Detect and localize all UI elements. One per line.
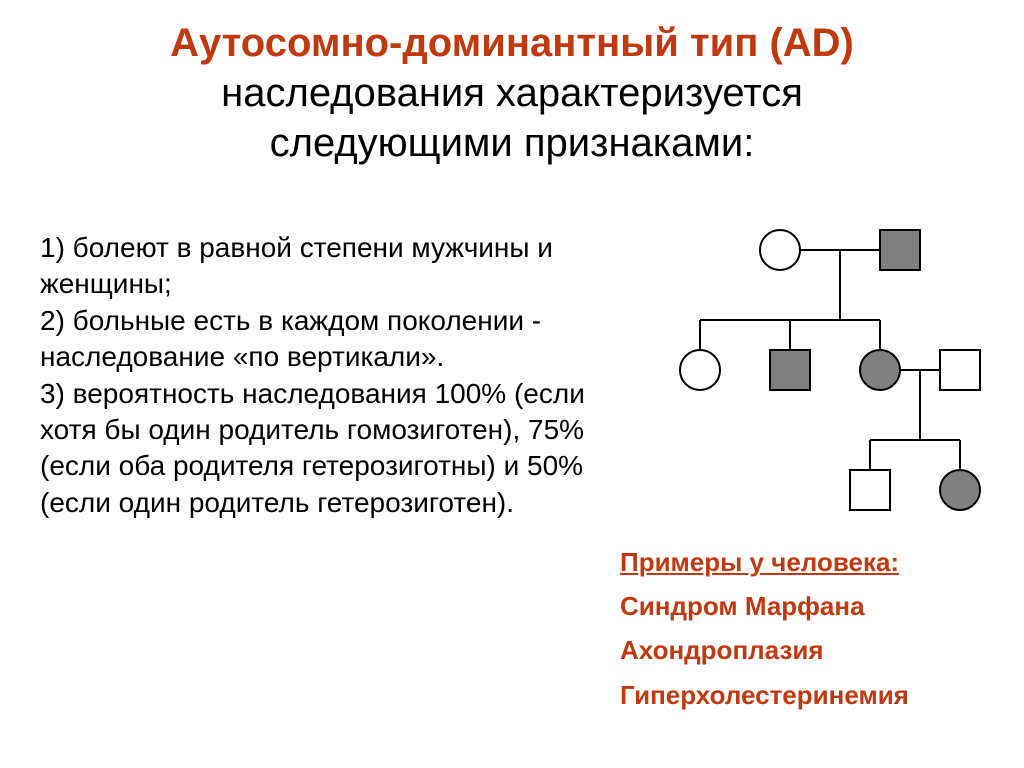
pedigree-diagram [640,210,1000,530]
pedigree-node [850,470,890,510]
title-line-3: следующими признаками: [0,118,1024,168]
example-item: Синдром Марфана [620,584,1000,628]
example-item: Ахондроплазия [620,628,1000,672]
slide: Аутосомно-доминантный тип (AD) наследова… [0,0,1024,768]
title-line-1: Аутосомно-доминантный тип (AD) [0,18,1024,68]
title-block: Аутосомно-доминантный тип (AD) наследова… [0,0,1024,168]
pedigree-node [940,350,980,390]
pedigree-node [860,350,900,390]
title-line-2: наследования характеризуется [0,68,1024,118]
pedigree-node [940,470,980,510]
pedigree-node [880,230,920,270]
examples-header: Примеры у человека: [620,540,1000,584]
examples-block: Примеры у человека: Синдром Марфана Ахон… [620,540,1000,717]
pedigree-node [770,350,810,390]
body-text: 1) болеют в равной степени мужчины и жен… [40,230,590,521]
example-item: Гиперхолестеринемия [620,673,1000,717]
pedigree-node [680,350,720,390]
pedigree-node [760,230,800,270]
